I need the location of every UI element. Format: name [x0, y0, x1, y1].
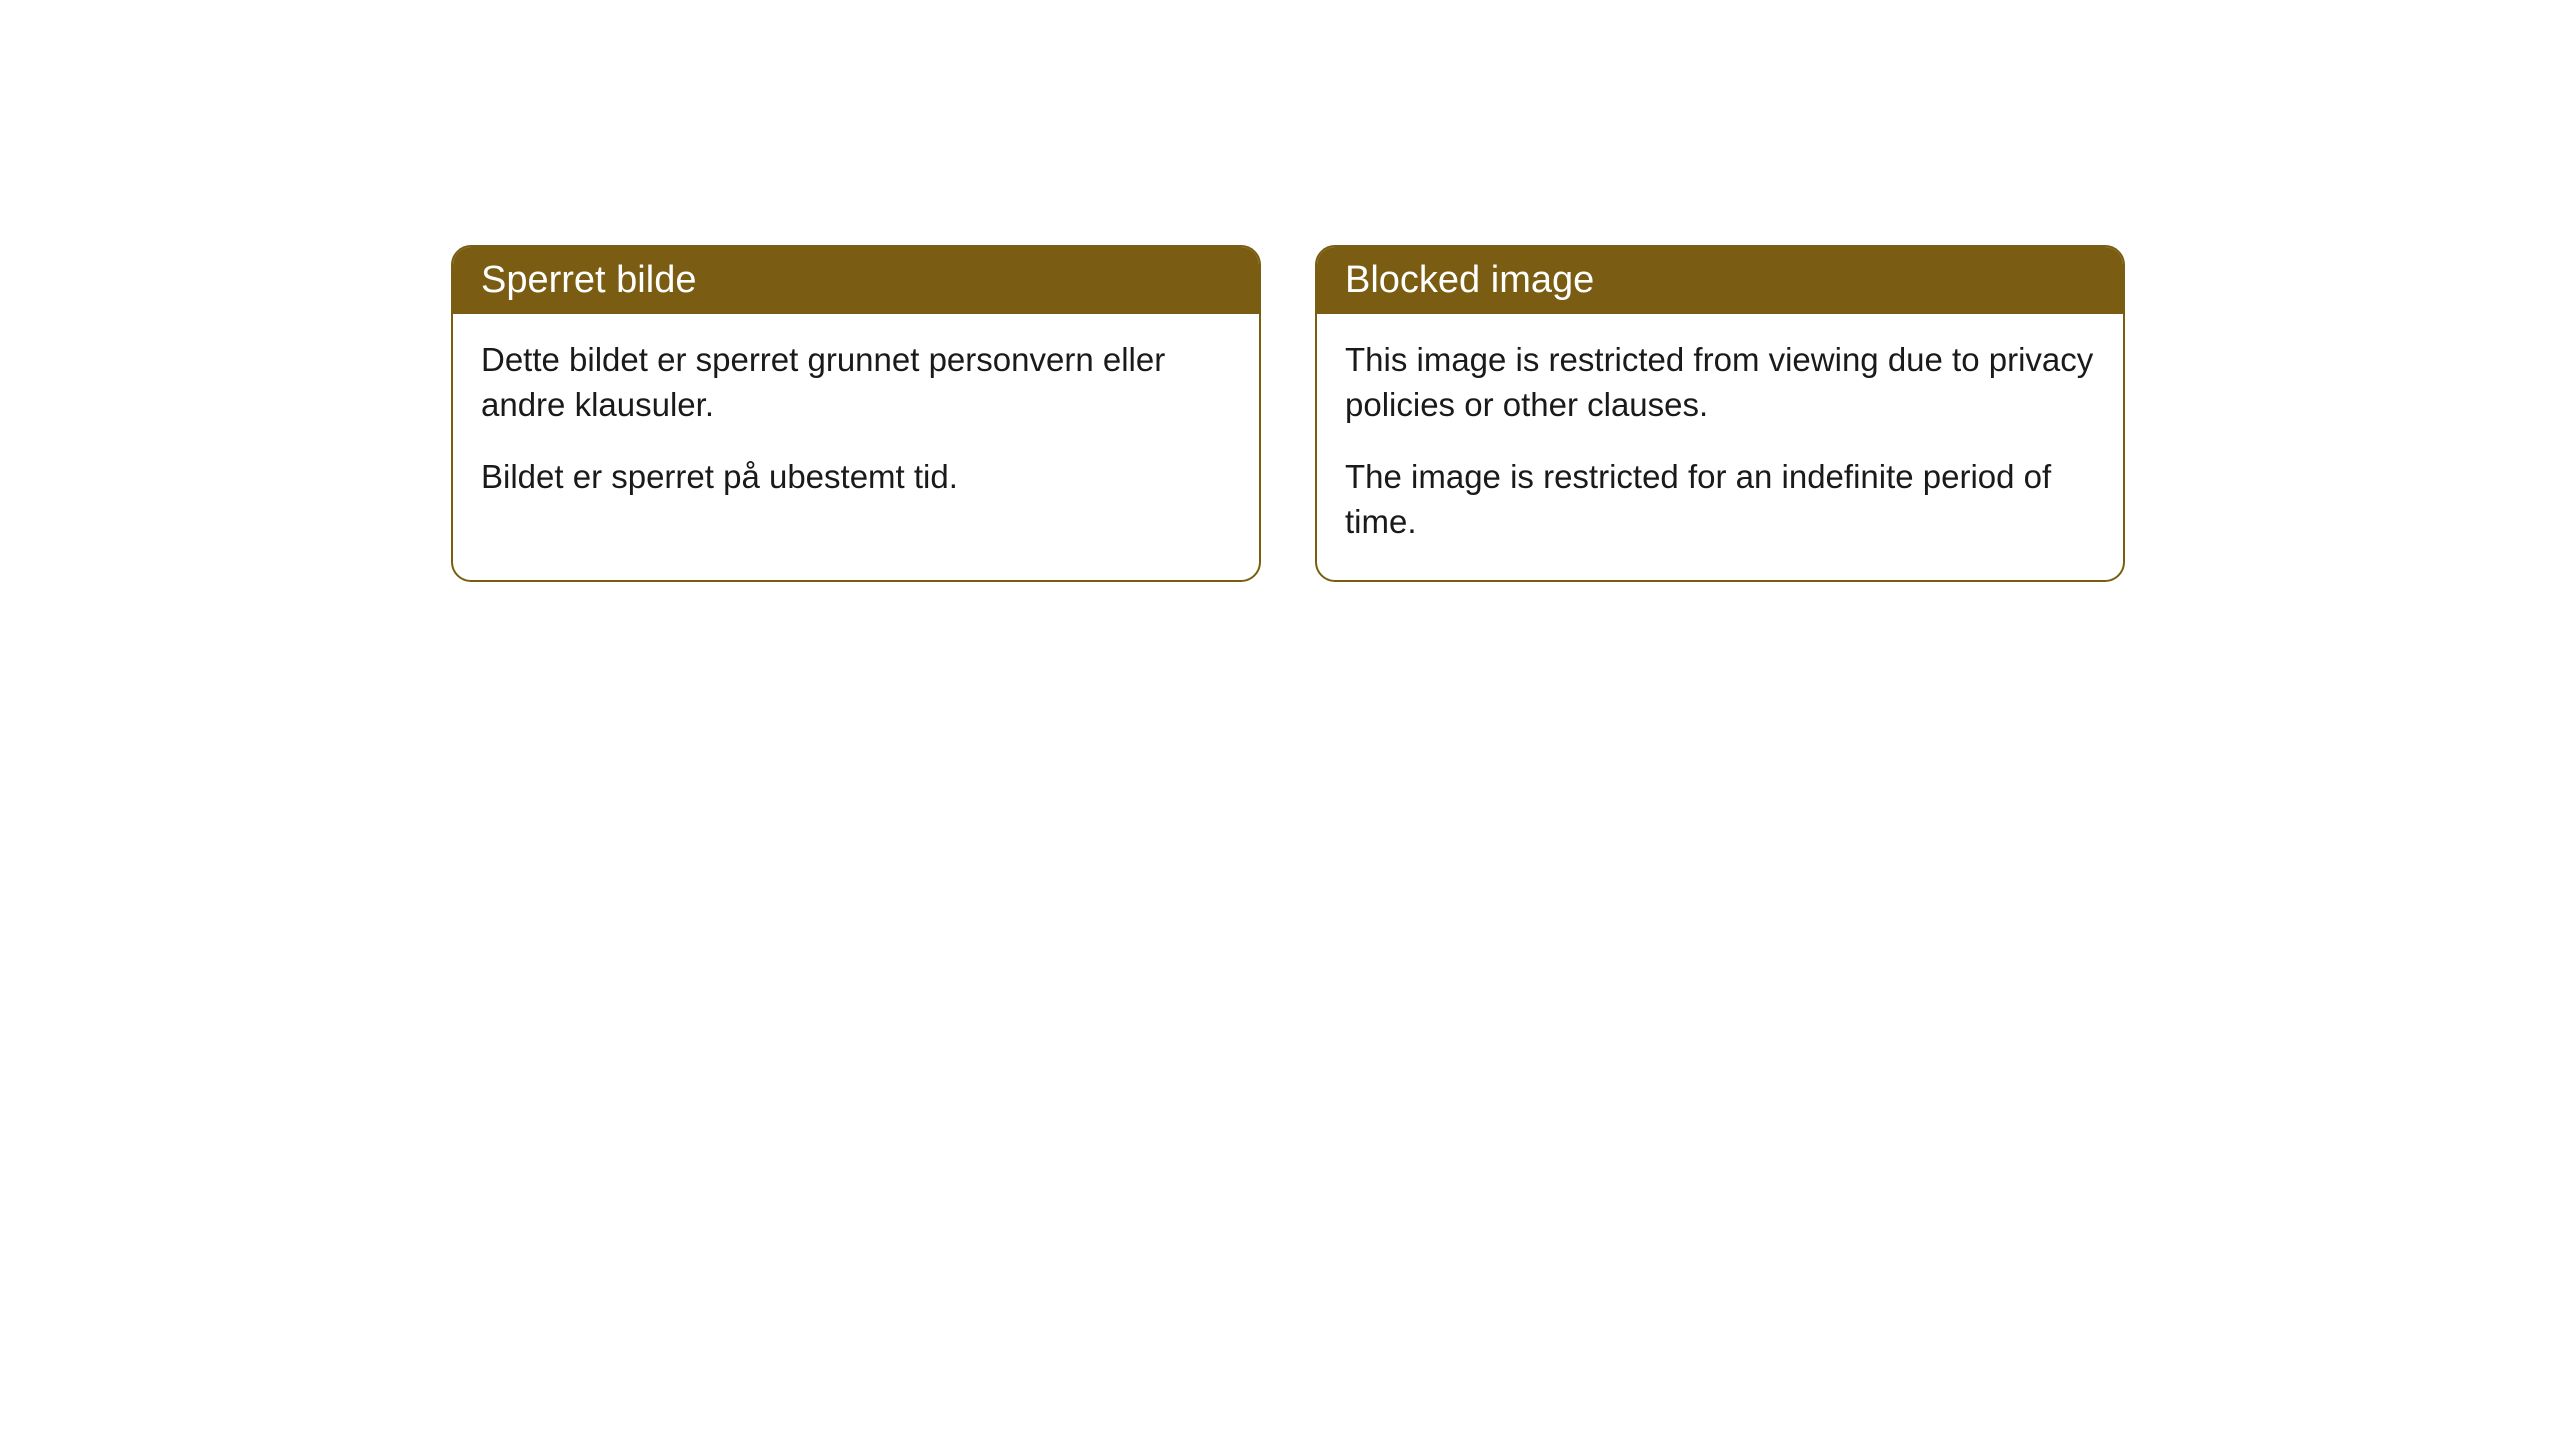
card-header-en: Blocked image — [1317, 247, 2123, 314]
card-header-no: Sperret bilde — [453, 247, 1259, 314]
blocked-image-card-en: Blocked image This image is restricted f… — [1315, 245, 2125, 582]
cards-container: Sperret bilde Dette bildet er sperret gr… — [0, 0, 2560, 582]
card-paragraph-1-no: Dette bildet er sperret grunnet personve… — [481, 338, 1231, 427]
card-paragraph-2-en: The image is restricted for an indefinit… — [1345, 455, 2095, 544]
card-body-en: This image is restricted from viewing du… — [1317, 314, 2123, 580]
card-paragraph-2-no: Bildet er sperret på ubestemt tid. — [481, 455, 1231, 500]
blocked-image-card-no: Sperret bilde Dette bildet er sperret gr… — [451, 245, 1261, 582]
card-body-no: Dette bildet er sperret grunnet personve… — [453, 314, 1259, 536]
card-paragraph-1-en: This image is restricted from viewing du… — [1345, 338, 2095, 427]
